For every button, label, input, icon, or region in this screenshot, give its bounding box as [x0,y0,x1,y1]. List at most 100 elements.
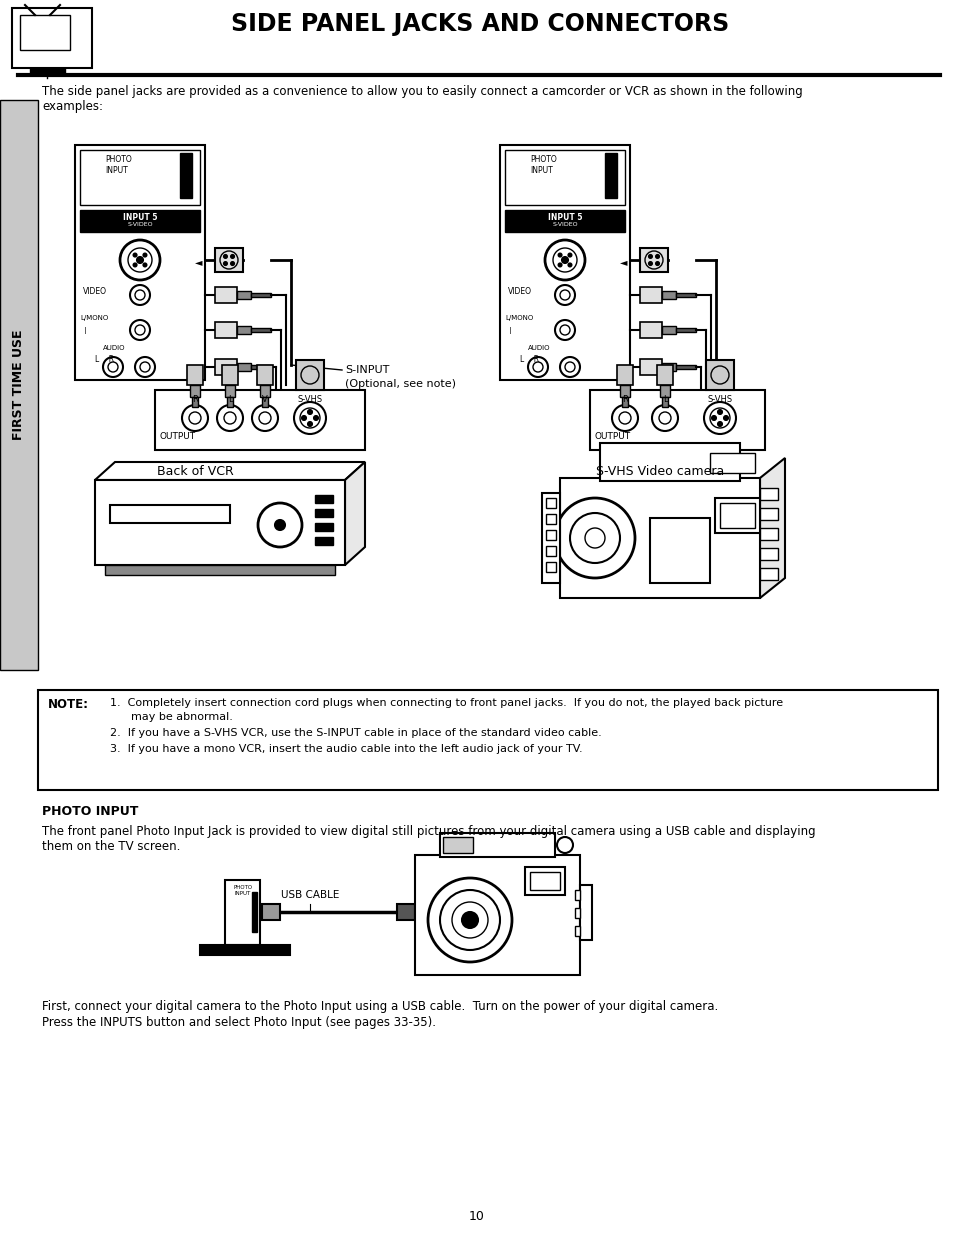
Circle shape [656,262,659,266]
Text: L    R: L R [519,354,538,364]
Bar [214,248,243,272]
Text: L/MONO: L/MONO [504,315,533,321]
Text: 2.  If you have a S-VHS VCR, use the S-INPUT cable in place of the standard vide: 2. If you have a S-VHS VCR, use the S-IN… [110,727,601,739]
Circle shape [302,416,306,420]
Bar [262,904,280,920]
Bar [589,390,764,450]
Bar [214,287,236,303]
Bar [30,68,65,74]
Bar [760,548,778,559]
Bar [227,396,233,408]
Circle shape [133,263,136,267]
Circle shape [143,263,147,267]
Circle shape [231,262,233,266]
Bar [12,7,91,68]
Polygon shape [345,462,365,564]
Bar [530,872,559,890]
Text: R: R [192,395,197,404]
Text: 10: 10 [469,1210,484,1223]
Bar [314,509,333,517]
Text: S-VHS: S-VHS [297,395,322,404]
Text: R: R [621,395,627,404]
Bar [659,385,669,396]
Circle shape [224,254,227,258]
Text: them on the TV screen.: them on the TV screen. [42,840,180,853]
Bar [545,546,556,556]
Circle shape [568,263,571,267]
Text: L/MONO: L/MONO [80,315,108,321]
Bar [180,153,192,198]
Bar [192,396,198,408]
Bar [504,149,624,205]
Bar [442,837,473,853]
Bar [676,329,696,332]
Bar [575,926,579,936]
Text: examples:: examples: [42,100,103,112]
Bar [676,366,696,369]
Bar [619,385,629,396]
Circle shape [558,253,561,257]
Bar [604,153,617,198]
Circle shape [224,262,227,266]
Text: OUTPUT: OUTPUT [595,432,631,441]
Bar [236,363,251,370]
Bar [105,564,335,576]
Text: INPUT 5: INPUT 5 [547,212,581,222]
Bar [75,144,205,380]
Bar [225,881,260,945]
Text: PHOTO
INPUT: PHOTO INPUT [233,885,253,897]
Bar [251,293,271,296]
Circle shape [648,254,651,258]
Text: |: | [80,327,87,333]
Bar [314,537,333,545]
Circle shape [461,911,477,927]
Bar [760,488,778,500]
Bar [705,359,733,390]
Text: AUDIO: AUDIO [103,345,126,351]
Bar [661,363,676,370]
Bar [187,366,203,385]
Bar [575,890,579,900]
Text: S-VHS: S-VHS [707,395,732,404]
Bar [314,522,333,531]
Text: L: L [228,395,233,404]
Bar [504,210,624,232]
Bar [251,366,271,369]
Circle shape [231,254,233,258]
Circle shape [656,254,659,258]
Circle shape [274,520,285,530]
Text: L: L [662,395,666,404]
Text: VIDEO: VIDEO [507,287,532,296]
Text: PHOTO
INPUT: PHOTO INPUT [530,156,557,175]
Circle shape [558,263,561,267]
Polygon shape [760,458,784,598]
Bar [661,326,676,333]
Text: INPUT 5: INPUT 5 [123,212,157,222]
Bar [225,385,234,396]
Bar [545,562,556,572]
Bar [200,945,290,955]
Text: V: V [262,395,268,404]
Circle shape [723,416,727,420]
Bar [760,508,778,520]
Bar [190,385,200,396]
Text: AUDIO: AUDIO [527,345,550,351]
Bar [439,832,555,857]
Bar [661,396,667,408]
Text: OUTPUT: OUTPUT [160,432,196,441]
Bar [214,359,236,375]
Bar [415,855,579,974]
Circle shape [718,410,721,414]
Text: L    R: L R [95,354,114,364]
Circle shape [561,257,567,263]
Text: S-VIDEO: S-VIDEO [127,222,152,227]
Bar [639,359,661,375]
Bar [396,904,415,920]
Bar [251,329,271,332]
Bar [714,498,760,534]
Text: FIRST TIME USE: FIRST TIME USE [12,330,26,440]
Circle shape [308,422,312,426]
Bar [545,498,556,508]
Bar [236,291,251,299]
Bar [0,100,38,671]
